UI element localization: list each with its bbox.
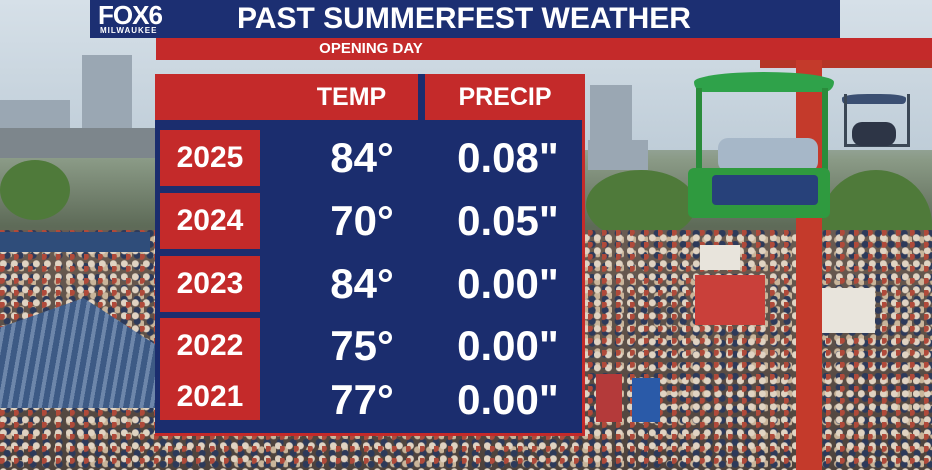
column-header-temp: TEMP (285, 74, 418, 120)
precip-value: 0.00" (457, 376, 559, 423)
precip-value: 0.08" (457, 134, 559, 181)
building (588, 140, 648, 170)
subtitle: OPENING DAY (319, 40, 423, 57)
year-label: 2022 (160, 318, 260, 374)
food-booth (695, 275, 765, 325)
precip-value: 0.00" (457, 322, 559, 369)
rider (852, 122, 896, 146)
year-label: 2021 (160, 374, 260, 420)
temp-value: 84° (330, 134, 394, 181)
column-header-precip: PRECIP (425, 74, 585, 120)
precip-value: 0.00" (457, 260, 559, 307)
gondola-bar (696, 88, 702, 170)
gondola-bar (822, 88, 828, 170)
freeway-bridge (0, 128, 160, 158)
tree (0, 160, 70, 220)
tree (586, 170, 696, 240)
temp-value: 75° (330, 322, 394, 369)
table-row: 2023 84° 0.00" (160, 256, 580, 312)
rider (718, 138, 818, 172)
food-booth (820, 288, 875, 333)
year-label: 2024 (160, 193, 260, 249)
banner (632, 378, 660, 422)
temp-value: 77° (330, 376, 394, 423)
gondola-roof (842, 94, 906, 104)
page-title: PAST SUMMERFEST WEATHER (237, 2, 691, 35)
temp-value: 84° (330, 260, 394, 307)
temp-value: 70° (330, 197, 394, 244)
header-bar (90, 0, 840, 38)
sky-glider-pole (796, 60, 822, 470)
precip-value: 0.05" (457, 197, 559, 244)
gondola-roof (694, 72, 834, 92)
sky-glider-cable-beam (760, 60, 932, 68)
year-label: 2023 (160, 256, 260, 312)
gondola-sign (712, 175, 818, 205)
year-label: 2025 (160, 130, 260, 186)
fox6-logo: FOX6 MILWAUKEE (96, 0, 174, 38)
pavilion-roof (0, 232, 150, 252)
logo-subtext: MILWAUKEE (100, 26, 158, 35)
subtitle-bar (156, 38, 932, 60)
table-row: 2024 70° 0.05" (160, 193, 580, 249)
column-header-year (155, 74, 285, 120)
banner (596, 374, 622, 422)
table-row: 2022 75° 0.00" (160, 318, 580, 374)
table-row: 2025 84° 0.08" (160, 130, 580, 186)
logo-text: FOX6 (98, 0, 163, 30)
table-row: 2021 77° 0.00" (160, 374, 580, 430)
food-booth (700, 245, 740, 270)
